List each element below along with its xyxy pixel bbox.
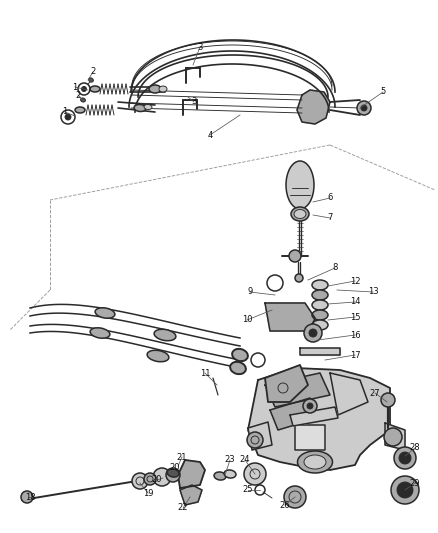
Ellipse shape: [167, 469, 179, 477]
Text: 17: 17: [350, 351, 360, 359]
Polygon shape: [178, 460, 205, 488]
Text: 20: 20: [170, 463, 180, 472]
Ellipse shape: [95, 308, 115, 318]
Circle shape: [303, 399, 317, 413]
Ellipse shape: [149, 85, 161, 93]
Text: 1: 1: [72, 83, 78, 92]
Polygon shape: [300, 348, 340, 355]
Polygon shape: [248, 368, 390, 470]
Circle shape: [132, 473, 148, 489]
Circle shape: [247, 432, 263, 448]
Text: 4: 4: [207, 131, 212, 140]
Ellipse shape: [81, 98, 85, 102]
Text: 6: 6: [327, 193, 333, 203]
Ellipse shape: [297, 451, 332, 473]
Text: 22: 22: [178, 504, 188, 513]
Circle shape: [391, 476, 419, 504]
Text: 26: 26: [280, 500, 290, 510]
Ellipse shape: [286, 161, 314, 209]
Ellipse shape: [90, 328, 110, 338]
Polygon shape: [330, 373, 368, 415]
Ellipse shape: [88, 78, 93, 82]
Text: 21: 21: [177, 453, 187, 462]
Circle shape: [289, 250, 301, 262]
Circle shape: [81, 86, 86, 92]
Circle shape: [295, 274, 303, 282]
Polygon shape: [270, 398, 318, 430]
Text: 9: 9: [247, 287, 253, 296]
Text: 7: 7: [327, 214, 333, 222]
Ellipse shape: [312, 310, 328, 320]
Circle shape: [397, 482, 413, 498]
Polygon shape: [248, 422, 272, 450]
Text: 19: 19: [143, 489, 153, 497]
Polygon shape: [290, 407, 338, 426]
Ellipse shape: [214, 472, 226, 480]
Polygon shape: [180, 485, 202, 505]
Text: 18: 18: [25, 492, 35, 502]
Text: 8: 8: [332, 263, 338, 272]
Ellipse shape: [312, 290, 328, 300]
Polygon shape: [385, 423, 405, 450]
Circle shape: [144, 473, 156, 485]
Text: 27: 27: [370, 389, 380, 398]
Circle shape: [166, 468, 180, 482]
Text: 29: 29: [410, 479, 420, 488]
Circle shape: [21, 491, 33, 503]
Text: 1: 1: [62, 108, 67, 117]
Ellipse shape: [294, 209, 306, 219]
Polygon shape: [265, 303, 315, 331]
Circle shape: [361, 105, 367, 111]
Circle shape: [244, 463, 266, 485]
Circle shape: [309, 329, 317, 337]
Text: 2: 2: [90, 68, 95, 77]
Text: 11: 11: [200, 368, 210, 377]
Ellipse shape: [232, 349, 248, 361]
Ellipse shape: [134, 104, 146, 111]
Ellipse shape: [230, 362, 246, 374]
Ellipse shape: [147, 350, 169, 362]
Polygon shape: [265, 373, 330, 407]
Ellipse shape: [159, 86, 167, 92]
Ellipse shape: [75, 107, 85, 113]
Ellipse shape: [312, 300, 328, 310]
Circle shape: [153, 468, 171, 486]
Circle shape: [307, 403, 313, 409]
Ellipse shape: [154, 329, 176, 341]
Text: 28: 28: [410, 443, 420, 453]
Text: 16: 16: [350, 330, 360, 340]
Text: 23: 23: [225, 456, 235, 464]
Ellipse shape: [312, 280, 328, 290]
Circle shape: [304, 324, 322, 342]
Circle shape: [357, 101, 371, 115]
Circle shape: [381, 393, 395, 407]
Polygon shape: [265, 365, 308, 402]
Ellipse shape: [304, 455, 326, 469]
Ellipse shape: [90, 86, 100, 92]
Polygon shape: [297, 90, 330, 124]
Text: 15: 15: [350, 312, 360, 321]
Text: 10: 10: [242, 316, 252, 325]
Text: 12: 12: [350, 277, 360, 286]
Circle shape: [394, 447, 416, 469]
Ellipse shape: [224, 470, 236, 478]
Text: 2: 2: [75, 91, 81, 100]
Circle shape: [284, 486, 306, 508]
Text: 24: 24: [240, 456, 250, 464]
Ellipse shape: [291, 207, 309, 221]
Text: 20: 20: [152, 475, 162, 484]
Polygon shape: [295, 425, 325, 450]
Text: 13: 13: [367, 287, 378, 296]
Text: 5: 5: [380, 87, 385, 96]
Text: 3: 3: [191, 98, 197, 107]
Text: 25: 25: [243, 486, 253, 495]
Circle shape: [399, 452, 411, 464]
Ellipse shape: [144, 104, 152, 109]
Text: 3: 3: [197, 43, 203, 52]
Circle shape: [384, 428, 402, 446]
Ellipse shape: [312, 320, 328, 330]
Text: 14: 14: [350, 297, 360, 306]
Circle shape: [65, 114, 71, 120]
